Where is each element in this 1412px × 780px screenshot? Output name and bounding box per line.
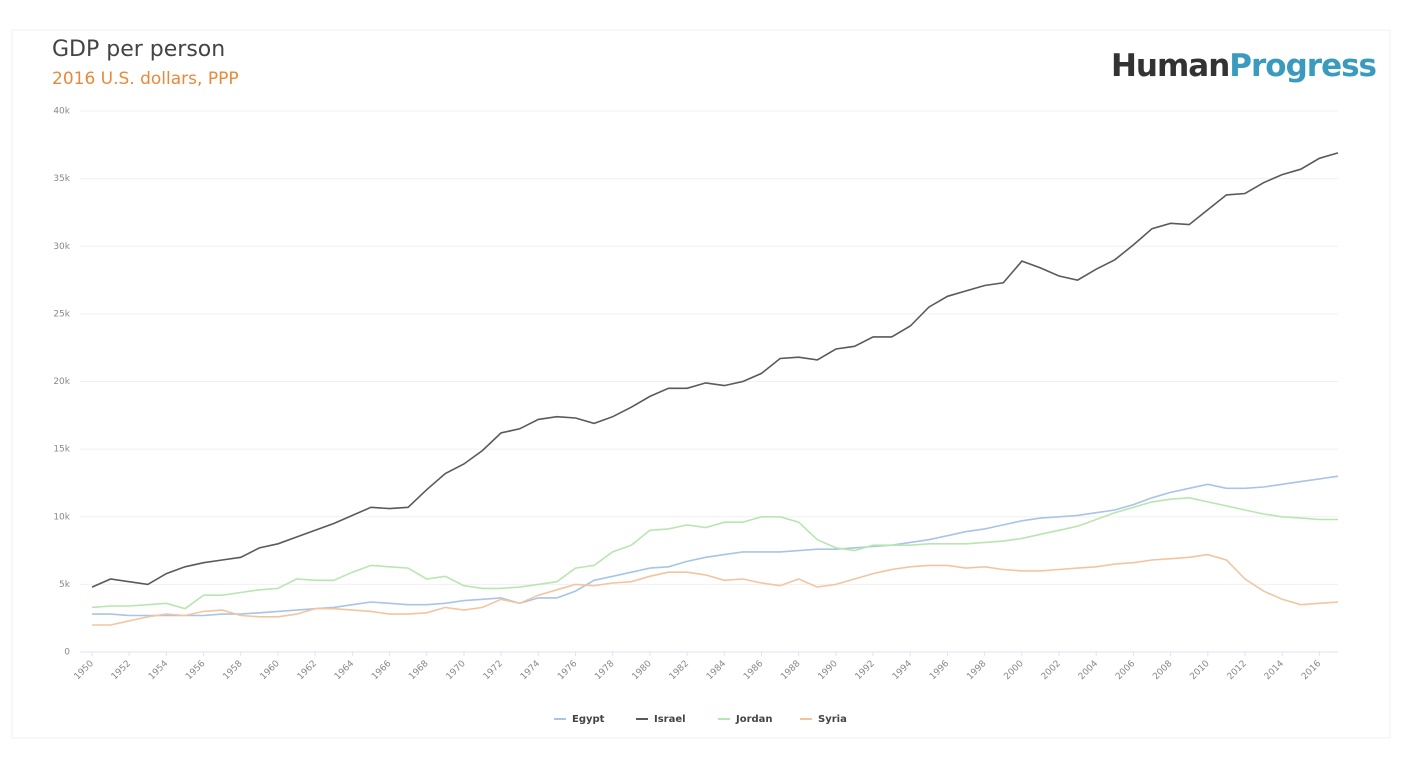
chart-title: GDP per person	[52, 37, 225, 62]
y-tick-label: 35k	[53, 174, 70, 184]
series-line	[91, 152, 1339, 588]
y-tick-label: 15k	[53, 445, 70, 455]
legend-label: Syria	[818, 714, 847, 725]
legend-label: Egypt	[572, 714, 605, 725]
y-tick-label: 5k	[59, 580, 71, 590]
legend: Egypt Israel Jordan Syria	[554, 714, 847, 725]
brand-part: Human	[1111, 48, 1229, 84]
y-tick-label: 20k	[53, 377, 70, 387]
series-line	[92, 553, 1339, 626]
y-tick-label: 10k	[53, 512, 70, 522]
y-tick-label: 30k	[53, 242, 70, 252]
chart-subtitle: 2016 U.S. dollars, PPP	[52, 69, 239, 89]
series-line	[92, 475, 1339, 617]
legend-label: Jordan	[735, 714, 773, 725]
y-tick-label: 0	[64, 648, 70, 658]
series-line	[91, 496, 1338, 610]
legend-label: Israel	[654, 714, 686, 725]
y-tick-label: 40k	[53, 107, 70, 117]
y-tick-label: 25k	[53, 309, 70, 319]
brand-part: Progress	[1229, 48, 1376, 84]
brand-logo: HumanProgress	[1111, 48, 1376, 84]
